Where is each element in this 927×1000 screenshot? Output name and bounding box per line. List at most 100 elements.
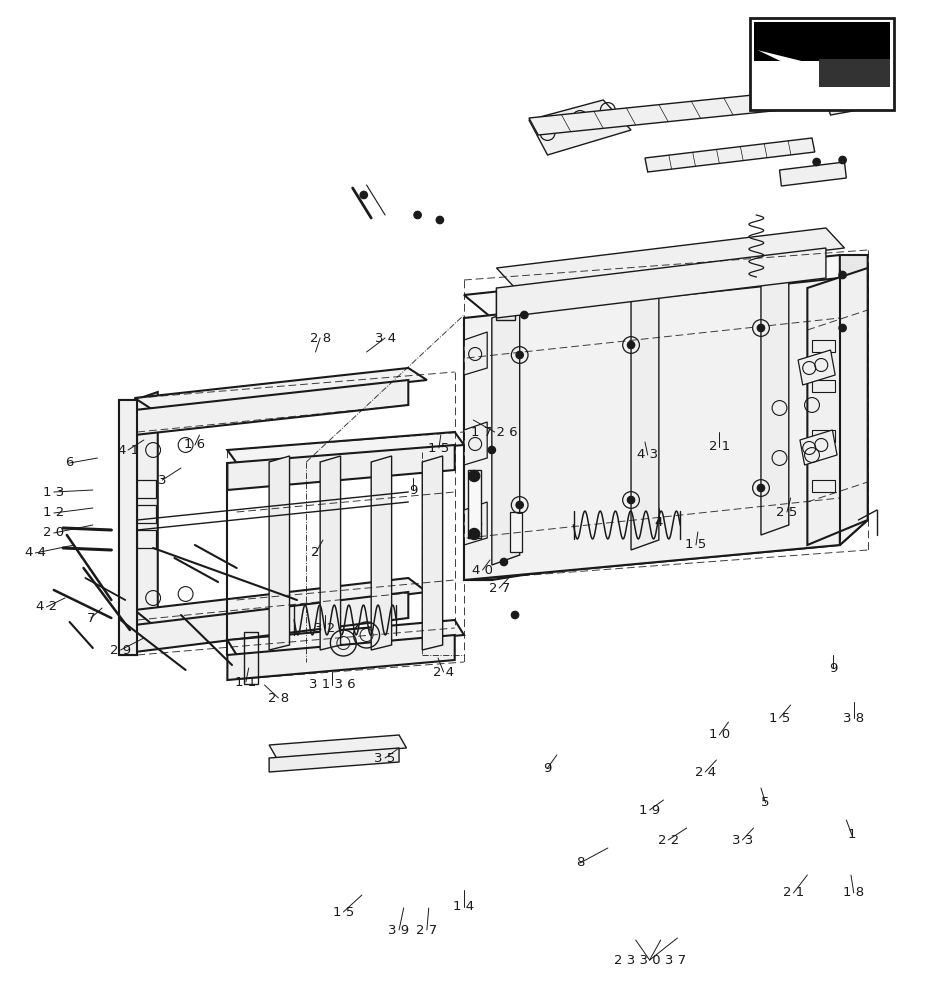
Polygon shape — [757, 50, 843, 84]
Text: 2 7: 2 7 — [489, 582, 509, 594]
Bar — [749, 18, 893, 110]
Bar — [753, 22, 889, 61]
Text: 3 8: 3 8 — [843, 712, 863, 724]
Polygon shape — [496, 288, 514, 320]
Polygon shape — [422, 456, 442, 650]
Text: 8: 8 — [575, 856, 584, 869]
Text: 1 5: 1 5 — [685, 538, 705, 552]
Text: 7: 7 — [86, 611, 95, 624]
Bar — [811, 430, 834, 442]
Circle shape — [515, 351, 523, 359]
Polygon shape — [630, 290, 658, 550]
Circle shape — [627, 341, 634, 349]
Polygon shape — [818, 59, 889, 87]
Polygon shape — [528, 88, 830, 135]
Text: 4 3: 4 3 — [637, 448, 657, 462]
Polygon shape — [320, 456, 340, 650]
Polygon shape — [806, 268, 867, 545]
Text: 1 6: 1 6 — [184, 438, 205, 452]
Polygon shape — [134, 380, 408, 435]
Polygon shape — [491, 308, 519, 565]
Circle shape — [413, 211, 421, 219]
Polygon shape — [134, 368, 426, 410]
Text: 3 5: 3 5 — [375, 752, 395, 764]
Text: 2 5: 2 5 — [776, 506, 796, 518]
Text: 5: 5 — [760, 796, 769, 810]
Text: 1 7 2 6: 1 7 2 6 — [471, 426, 517, 438]
Polygon shape — [269, 735, 406, 758]
Circle shape — [756, 484, 764, 492]
Text: 1 5: 1 5 — [768, 712, 789, 724]
Bar — [244, 632, 258, 684]
Circle shape — [468, 528, 479, 540]
Circle shape — [520, 311, 527, 319]
Text: 1 1: 1 1 — [235, 676, 256, 688]
Polygon shape — [464, 520, 867, 580]
Polygon shape — [134, 578, 426, 625]
Text: 1 5: 1 5 — [333, 906, 353, 918]
Text: 2 0: 2 0 — [44, 526, 64, 540]
Polygon shape — [227, 445, 454, 490]
Text: 1 8: 1 8 — [843, 886, 863, 900]
Text: 2 9: 2 9 — [110, 644, 131, 656]
Polygon shape — [464, 278, 839, 580]
Text: 2 2: 2 2 — [657, 834, 678, 846]
Text: 2 3 3 0 3 7: 2 3 3 0 3 7 — [613, 954, 685, 966]
Circle shape — [515, 501, 523, 509]
Polygon shape — [134, 392, 158, 652]
Text: 1 0: 1 0 — [708, 728, 729, 742]
Text: 4 0: 4 0 — [472, 564, 492, 576]
Polygon shape — [839, 255, 867, 545]
Polygon shape — [779, 162, 845, 186]
Bar — [811, 480, 834, 492]
Circle shape — [436, 216, 443, 224]
Text: 2 7: 2 7 — [416, 924, 437, 936]
Polygon shape — [227, 432, 464, 463]
Polygon shape — [799, 430, 836, 465]
Bar — [137, 530, 156, 548]
Polygon shape — [464, 502, 487, 545]
Polygon shape — [797, 350, 834, 385]
Bar — [811, 380, 834, 392]
Text: 9: 9 — [408, 484, 417, 496]
Bar — [510, 512, 521, 552]
Polygon shape — [134, 592, 408, 652]
Text: 4 4: 4 4 — [25, 546, 45, 560]
Polygon shape — [269, 748, 399, 772]
Polygon shape — [760, 272, 788, 535]
Polygon shape — [269, 456, 289, 650]
Polygon shape — [464, 332, 487, 375]
Circle shape — [627, 496, 634, 504]
Polygon shape — [644, 138, 814, 172]
Text: 1: 1 — [846, 828, 856, 842]
Polygon shape — [227, 620, 464, 655]
Circle shape — [838, 271, 845, 279]
Circle shape — [511, 611, 518, 619]
Circle shape — [838, 324, 845, 332]
Text: 6: 6 — [65, 456, 74, 470]
Text: 9: 9 — [542, 762, 552, 774]
Bar — [811, 340, 834, 352]
Circle shape — [468, 470, 479, 482]
Text: 2 1: 2 1 — [782, 886, 803, 900]
Text: 2 1: 2 1 — [708, 440, 729, 454]
Bar — [137, 480, 156, 498]
Text: 2 8: 2 8 — [268, 692, 288, 704]
Circle shape — [488, 446, 495, 454]
Text: 1 2: 1 2 — [44, 506, 64, 520]
Text: 3 4: 3 4 — [375, 332, 395, 344]
Text: 1 9: 1 9 — [639, 804, 659, 816]
Text: 9: 9 — [828, 662, 837, 674]
Polygon shape — [371, 456, 391, 650]
Polygon shape — [464, 318, 491, 580]
Polygon shape — [496, 248, 825, 318]
Polygon shape — [119, 400, 137, 655]
Text: 3 2: 3 2 — [314, 621, 335, 635]
Text: 2 4: 2 4 — [433, 666, 453, 678]
Polygon shape — [464, 255, 867, 318]
Polygon shape — [464, 422, 487, 465]
Text: 3: 3 — [158, 474, 167, 487]
Bar — [467, 470, 480, 538]
Text: 2 4: 2 4 — [694, 766, 715, 778]
Text: 2 8: 2 8 — [310, 332, 330, 344]
